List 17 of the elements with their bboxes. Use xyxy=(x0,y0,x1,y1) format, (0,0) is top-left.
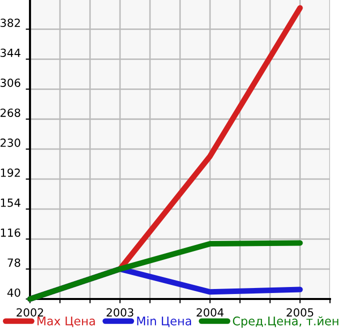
y-tick-label: 116 xyxy=(0,228,20,237)
y-tick-label: 382 xyxy=(0,18,20,28)
y-tick-label: 306 xyxy=(0,78,20,87)
y-tick-label: 344 xyxy=(0,48,20,58)
y-tick-label: 192 xyxy=(0,168,20,177)
x-tick-label: 2003 xyxy=(106,308,134,317)
legend-label: Max Цена xyxy=(38,316,95,328)
x-tick-label: 2002 xyxy=(16,308,44,317)
y-tick-label: 78 xyxy=(8,258,20,267)
y-tick-label: 40 xyxy=(7,288,20,297)
legend-label: Сред.Цена, т.йен xyxy=(232,316,338,328)
y-tick-label: 268 xyxy=(0,108,20,117)
x-tick-label: 2005 xyxy=(286,308,314,317)
legend-label: Min Цена xyxy=(137,316,192,328)
x-tick-label: 2004 xyxy=(196,308,224,317)
y-tick-label: 230 xyxy=(0,138,20,147)
y-tick-label: 154 xyxy=(0,198,20,207)
